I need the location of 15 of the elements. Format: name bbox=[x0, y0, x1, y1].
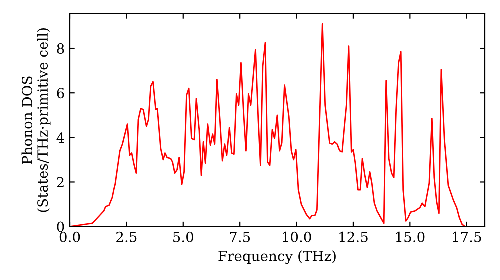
y-axis-title: Phonon DOS (States/THz·primitive cell) bbox=[22, 28, 51, 212]
y-tick-label: 0 bbox=[57, 222, 64, 232]
y-tick-label: 2 bbox=[57, 177, 64, 188]
x-tick-label: 17.5 bbox=[453, 232, 482, 242]
x-tick-label: 12.5 bbox=[340, 232, 368, 242]
x-axis-title: Frequency (THz) bbox=[218, 250, 336, 264]
x-tick-label: 5.0 bbox=[174, 232, 194, 242]
x-tick-label: 7.5 bbox=[230, 232, 250, 242]
y-tick-label: 4 bbox=[56, 132, 64, 143]
x-tick-label: 10.0 bbox=[283, 232, 312, 242]
x-tick-label: 2.5 bbox=[116, 232, 137, 242]
y-tick-label: 6 bbox=[57, 88, 64, 99]
x-tick-label: 0.0 bbox=[60, 232, 80, 242]
x-tick-label: 15.0 bbox=[396, 232, 425, 242]
y-tick-label: 8 bbox=[57, 44, 64, 54]
